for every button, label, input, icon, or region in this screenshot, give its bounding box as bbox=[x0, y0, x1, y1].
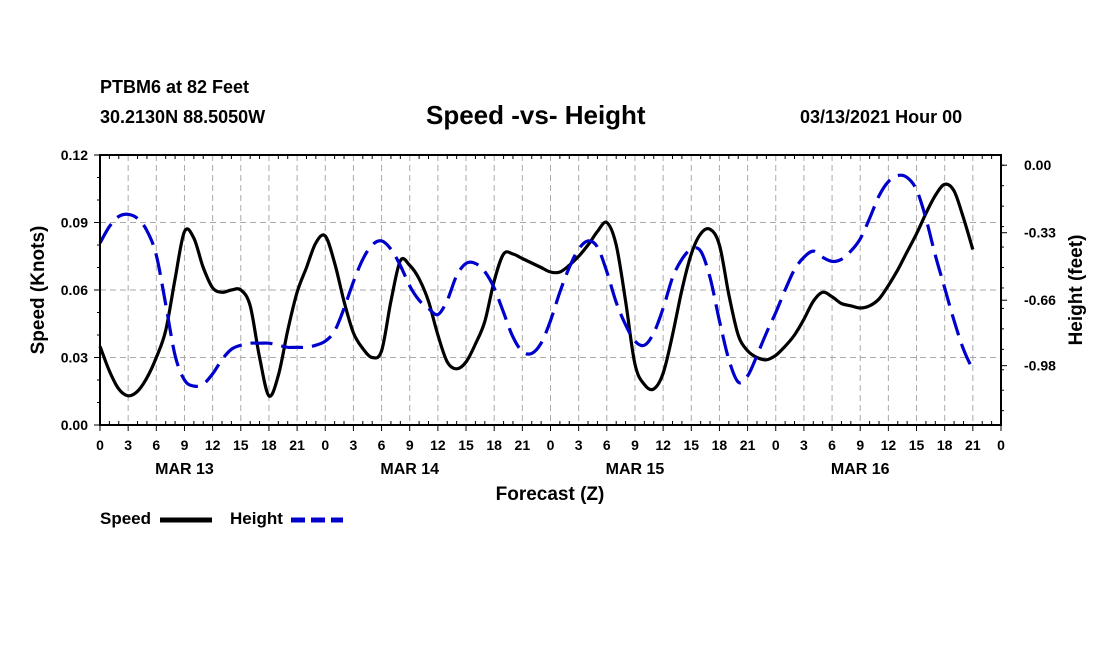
y2-tick-label: -0.33 bbox=[1024, 225, 1056, 241]
x-tick-label: 18 bbox=[261, 437, 277, 453]
x-tick-label: 15 bbox=[458, 437, 474, 453]
x-tick-label: 0 bbox=[547, 437, 555, 453]
y2-tick-label: -0.98 bbox=[1024, 358, 1056, 374]
y2-axis-label: Height (feet) bbox=[1066, 235, 1087, 346]
y2-tick-label: -0.66 bbox=[1024, 292, 1056, 308]
x-day-label: MAR 16 bbox=[831, 461, 890, 478]
x-tick-label: 0 bbox=[321, 437, 329, 453]
x-tick-label: 6 bbox=[152, 437, 160, 453]
x-tick-label: 9 bbox=[181, 437, 189, 453]
x-tick-label: 15 bbox=[233, 437, 249, 453]
x-tick-label: 9 bbox=[631, 437, 639, 453]
x-tick-label: 12 bbox=[205, 437, 221, 453]
y-tick-label: 0.03 bbox=[61, 350, 88, 366]
x-tick-label: 0 bbox=[96, 437, 104, 453]
x-tick-label: 3 bbox=[800, 437, 808, 453]
x-tick-label: 21 bbox=[289, 437, 305, 453]
x-day-label: MAR 15 bbox=[606, 461, 665, 478]
station-name: PTBM6 at 82 Feet bbox=[100, 77, 250, 97]
x-tick-label: 0 bbox=[997, 437, 1005, 453]
x-tick-label: 3 bbox=[350, 437, 358, 453]
x-tick-label: 18 bbox=[712, 437, 728, 453]
x-tick-label: 3 bbox=[575, 437, 583, 453]
height-series-line bbox=[98, 173, 975, 388]
x-day-label: MAR 13 bbox=[155, 461, 214, 478]
x-day-label: MAR 14 bbox=[380, 461, 439, 478]
x-tick-label: 21 bbox=[515, 437, 531, 453]
y2-tick-label: 0.00 bbox=[1024, 157, 1051, 173]
x-tick-label: 15 bbox=[909, 437, 925, 453]
x-tick-label: 12 bbox=[655, 437, 671, 453]
x-tick-label: 18 bbox=[937, 437, 953, 453]
station-coordinates: 30.2130N 88.5050W bbox=[100, 107, 266, 127]
legend-height-label: Height bbox=[230, 509, 283, 528]
x-tick-label: 12 bbox=[881, 437, 897, 453]
y-tick-label: 0.09 bbox=[61, 215, 88, 231]
x-tick-label: 0 bbox=[772, 437, 780, 453]
x-tick-label: 21 bbox=[740, 437, 756, 453]
y-axis-label: Speed (Knots) bbox=[28, 226, 49, 355]
x-tick-label: 6 bbox=[828, 437, 836, 453]
x-tick-label: 12 bbox=[430, 437, 446, 453]
x-tick-label: 18 bbox=[486, 437, 502, 453]
x-tick-label: 9 bbox=[406, 437, 414, 453]
x-tick-label: 21 bbox=[965, 437, 981, 453]
y-tick-label: 0.12 bbox=[61, 147, 88, 163]
x-tick-label: 6 bbox=[378, 437, 386, 453]
x-tick-label: 15 bbox=[683, 437, 699, 453]
x-tick-label: 6 bbox=[603, 437, 611, 453]
forecast-time: 03/13/2021 Hour 00 bbox=[800, 107, 963, 127]
x-tick-label: 9 bbox=[856, 437, 864, 453]
x-axis-label: Forecast (Z) bbox=[496, 484, 605, 505]
y-tick-label: 0.00 bbox=[61, 417, 88, 433]
x-tick-label: 3 bbox=[124, 437, 132, 453]
speed-series-line bbox=[98, 182, 975, 398]
legend-speed-label: Speed bbox=[100, 509, 152, 528]
series-layer bbox=[98, 173, 975, 398]
axis-layer: 0 3 6 9 12 15 18 21 0 3 6 9 12 15 18 21 0 3 6 9 12 15 18 21 0 3 6 9… bbox=[61, 147, 1056, 478]
y-tick-label: 0.06 bbox=[61, 282, 88, 298]
chart-title: Speed -vs- Height bbox=[426, 100, 646, 130]
